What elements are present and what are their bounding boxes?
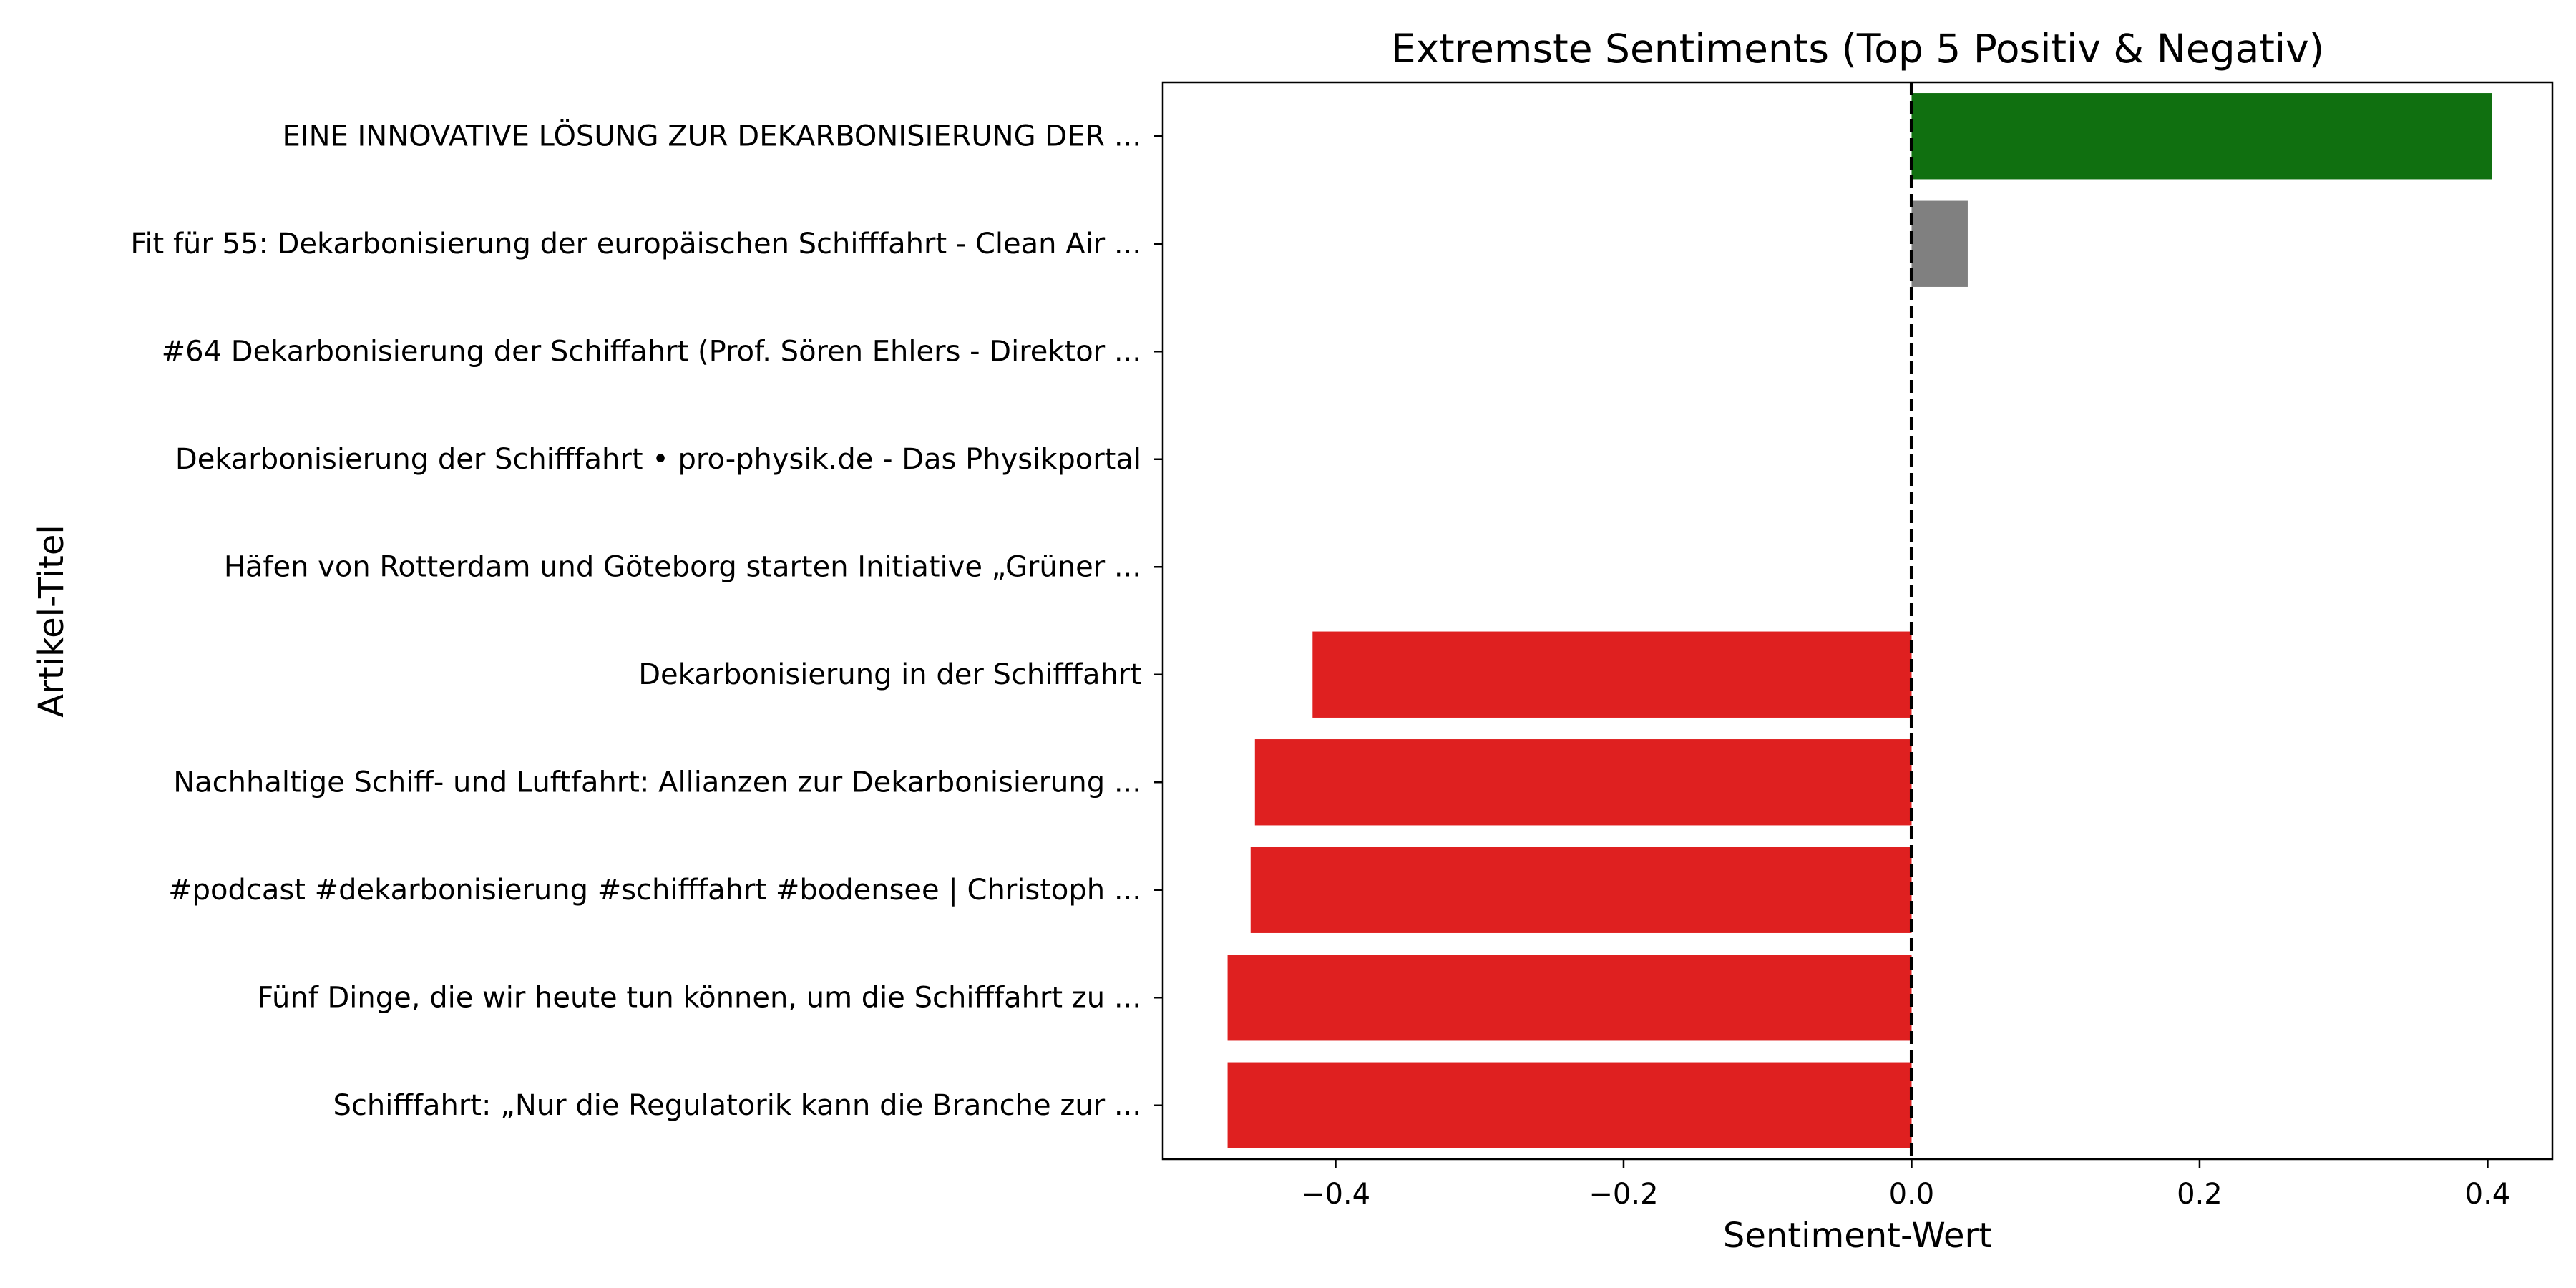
bar-10 (1227, 1062, 1912, 1148)
y-tick-label-10: Schifffahrt: „Nur die Regulatorik kann d… (333, 1089, 1141, 1122)
y-axis-label: Artikel-Titel (31, 525, 72, 717)
bar-8 (1250, 847, 1912, 933)
x-tick-label-3: 0.0 (1889, 1178, 1935, 1211)
y-tick-label-8: #podcast #dekarbonisierung #schifffahrt … (168, 874, 1141, 907)
bar-6 (1312, 631, 1912, 718)
plot-frame (1161, 81, 2554, 1161)
y-tick-label-3: #64 Dekarbonisierung der Schiffahrt (Pro… (162, 335, 1141, 368)
x-tick-label-2: −0.2 (1589, 1178, 1658, 1211)
y-tick-label-9: Fünf Dinge, die wir heute tun können, um… (257, 981, 1141, 1014)
bar-9 (1227, 955, 1912, 1041)
x-tick-label-1: −0.4 (1301, 1178, 1370, 1211)
y-tick-label-1: EINE INNOVATIVE LÖSUNG ZUR DEKARBONISIER… (283, 118, 1141, 152)
y-tick-label-4: Dekarbonisierung der Schifffahrt • pro-p… (175, 443, 1141, 476)
y-tick-label-6: Dekarbonisierung in der Schifffahrt (638, 658, 1141, 691)
y-tick-label-7: Nachhaltige Schiff- und Luftfahrt: Allia… (173, 766, 1141, 799)
x-tick-label-4: 0.2 (2177, 1178, 2223, 1211)
bar-7 (1254, 739, 1912, 826)
x-axis-label: Sentiment-Wert (1723, 1216, 1992, 1256)
bar-1 (1911, 93, 2492, 180)
bar-2 (1911, 200, 1968, 287)
x-tick-label-5: 0.4 (2465, 1178, 2511, 1211)
y-tick-label-5: Häfen von Rotterdam und Göteborg starten… (224, 550, 1141, 583)
y-tick-label-2: Fit für 55: Dekarbonisierung der europäi… (130, 228, 1141, 260)
chart-title: Extremste Sentiments (Top 5 Positiv & Ne… (1391, 26, 2324, 72)
